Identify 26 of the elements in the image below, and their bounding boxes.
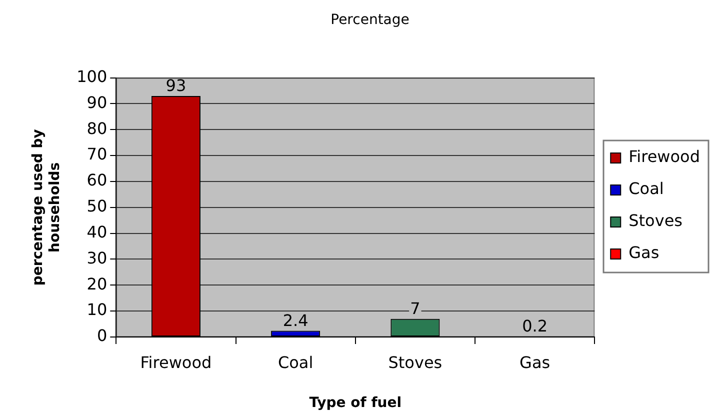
- y-tick-label: 10: [86, 300, 108, 320]
- y-tick-label: 90: [86, 92, 108, 112]
- legend-label: Gas: [628, 243, 660, 262]
- legend-label: Stoves: [628, 211, 682, 230]
- y-tick-label: 20: [86, 274, 108, 294]
- y-tick-label: 70: [86, 144, 108, 164]
- y-tick-label: 50: [86, 196, 108, 216]
- chart-title: Percentage: [330, 12, 410, 28]
- y-tick-label: 60: [86, 170, 108, 190]
- y-tick-label: 80: [86, 118, 108, 138]
- y-tick-label: 0: [96, 326, 108, 346]
- x-tick-label: Gas: [520, 352, 550, 372]
- x-tick-label: Stoves: [388, 352, 442, 372]
- legend-label: Coal: [628, 179, 664, 198]
- x-tick-label: Firewood: [140, 352, 212, 372]
- data-label: 0.2: [522, 316, 548, 336]
- x-axis-title: Type of fuel: [309, 395, 402, 412]
- y-tick-label: 100: [76, 66, 108, 86]
- data-label: 93: [166, 76, 186, 95]
- data-label: 2.4: [282, 310, 308, 330]
- data-label: 7: [410, 298, 420, 318]
- y-tick-label: 30: [86, 248, 108, 268]
- y-axis-title: percentage used by households: [30, 129, 63, 286]
- legend-label: Firewood: [628, 147, 700, 166]
- x-tick-label: Coal: [278, 352, 314, 372]
- y-tick-label: 40: [86, 222, 108, 242]
